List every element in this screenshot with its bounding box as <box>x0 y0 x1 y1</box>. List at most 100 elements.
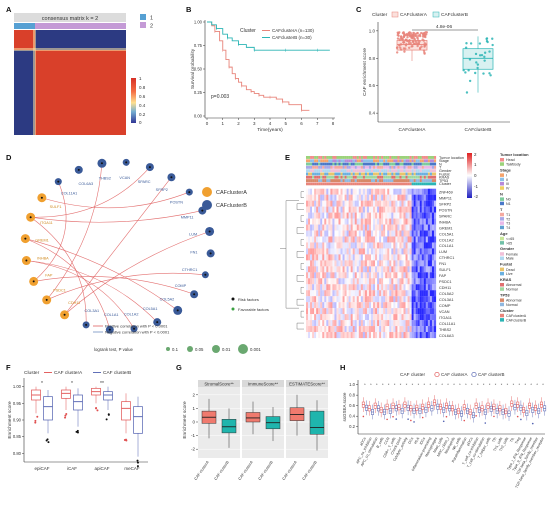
panel-e-annotation-cell <box>316 172 319 176</box>
panel-e-legend-label: CAFclusterA <box>506 314 527 318</box>
panel-e-heatmap-cell <box>429 248 433 255</box>
panel-e-annotation-cell <box>399 156 402 159</box>
panel-e-annotation-cell <box>332 169 335 173</box>
panel-e-annotation-cell <box>397 179 400 182</box>
panel-e-heatmap-cell <box>403 254 406 261</box>
panel-c-point <box>465 91 469 94</box>
panel-e-heatmap-cell <box>334 248 337 255</box>
panel-e-heatmap-cell <box>340 260 343 267</box>
panel-g-xtick-label: CAF clusterB <box>302 460 318 481</box>
panel-e-heatmap-cell <box>358 272 361 279</box>
panel-f-outlier <box>76 431 79 434</box>
panel-e-heatmap-cell <box>352 314 355 321</box>
panel-e-heatmap-cell <box>371 284 374 291</box>
panel-c-point <box>413 33 417 37</box>
panel-e-heatmap-cell <box>328 212 331 219</box>
panel-e-heatmap-cell <box>364 272 368 279</box>
panel-f-outlier <box>64 414 67 417</box>
panel-e-heatmap-cell <box>415 272 418 279</box>
panel-c-point <box>480 53 484 57</box>
panel-e-heatmap-cell <box>399 278 402 285</box>
panel-e-heatmap-cell <box>407 206 410 213</box>
panel-e-heatmap-cell <box>411 308 414 315</box>
panel-e-heatmap-cell <box>340 290 343 297</box>
panel-e-annotation-cell <box>385 175 388 179</box>
panel-c-ytick-label: 0.4 <box>369 111 376 116</box>
panel-e-heatmap-cell <box>413 218 416 225</box>
panel-e-heatmap-cell <box>397 332 400 339</box>
panel-e-heatmap-cell <box>356 314 359 321</box>
panel-e-heatmap-cell <box>399 242 402 249</box>
panel-e-heatmap-cell <box>393 212 396 219</box>
panel-e-heatmap-cell <box>352 308 355 315</box>
panel-e-annotation-cell <box>324 182 327 186</box>
panel-e-heatmap-cell <box>356 320 359 327</box>
panel-e-legend-swatch <box>500 283 504 287</box>
panel-e-heatmap-cell <box>375 266 378 273</box>
panel-e-heatmap-cell <box>393 278 396 285</box>
panel-e-heatmap-cell <box>411 320 414 327</box>
panel-e-annotation-cell <box>415 156 418 159</box>
panel-e-heatmap-cell <box>429 206 433 213</box>
panel-e-heatmap-cell <box>354 194 357 201</box>
panel-e-heatmap-cell <box>330 242 333 249</box>
panel-e-heatmap-cell <box>433 332 437 339</box>
panel-e-heatmap-cell <box>336 242 339 249</box>
panel-c-point <box>399 48 403 51</box>
panel-e-heatmap-cell <box>417 320 420 327</box>
panel-e-heatmap-cell <box>362 200 366 207</box>
panel-e-annotation-cell <box>379 159 382 163</box>
panel-e-heatmap-cell <box>360 218 363 225</box>
panel-e-heatmap-cell <box>332 188 335 195</box>
panel-e-heatmap-cell <box>397 284 400 291</box>
panel-e-heatmap-cell <box>387 302 390 309</box>
panel-e-heatmap-cell <box>308 290 311 297</box>
panel-e-heatmap-cell <box>358 308 361 315</box>
panel-e-heatmap-cell <box>385 188 388 195</box>
panel-e-heatmap-cell <box>334 278 337 285</box>
panel-d-legend-label-a: CAFclusterA <box>216 190 247 196</box>
panel-e-heatmap-cell <box>332 236 335 243</box>
panel-e-heatmap-cell <box>413 248 416 255</box>
panel-e-heatmap-cell <box>407 248 410 255</box>
panel-e-heatmap-cell <box>308 218 311 225</box>
panel-e-heatmap-cell <box>324 248 327 255</box>
panel-e-annotation-cell <box>373 182 376 186</box>
panel-e-annotation-cell <box>322 172 325 176</box>
panel-h-ytick-label: 0.2 <box>349 424 355 429</box>
panel-h-xtick-label: NK_cells <box>452 436 462 451</box>
panel-e-heatmap-cell <box>419 284 422 291</box>
panel-e-heatmap-cell <box>320 212 323 219</box>
panel-e-annotation-cell <box>360 179 363 182</box>
panel-e-heatmap-cell <box>338 308 341 315</box>
panel-letters: A B C D E F G H <box>6 5 362 372</box>
panel-d-node-core <box>209 252 212 255</box>
panel-e-heatmap-cell <box>328 320 331 327</box>
panel-d-gene-label: COL5A1 <box>143 307 158 311</box>
panel-e-heatmap-cell <box>364 248 368 255</box>
panel-h-xtick-label: Th2_cells <box>499 436 510 452</box>
panel-e-heatmap-cell <box>342 230 345 237</box>
panel-e-legend-label: II <box>506 178 508 182</box>
panel-e-annotation-cell <box>356 179 359 182</box>
panel-e-heatmap-cell <box>346 284 349 291</box>
panel-d-gene-label: COL1A1 <box>104 313 119 317</box>
panel-e-heatmap-cell <box>419 302 422 309</box>
panel-e-annotation-cell <box>409 162 412 166</box>
panel-e-heatmap-cell <box>431 242 435 249</box>
panel-e-heatmap-cell <box>415 212 418 219</box>
panel-e-heatmap-cell <box>328 218 331 225</box>
panel-e-legend-title: N <box>500 191 503 196</box>
panel-e-heatmap-cell <box>425 206 428 213</box>
panel-e-heatmap-cell <box>318 218 321 225</box>
panel-e-annotation-cell <box>346 172 349 176</box>
panel-e-heatmap-cell <box>383 254 386 261</box>
panel-e-heatmap-cell <box>326 290 329 297</box>
panel-g-box <box>309 410 325 435</box>
panel-e-annotation-cell <box>352 175 355 179</box>
panel-e-annotation-cell <box>356 162 359 166</box>
panel-e-annotation-cell <box>310 165 313 169</box>
panel-e-heatmap-cell <box>368 188 372 195</box>
panel-e-annotation-cell <box>342 159 345 163</box>
panel-e-heatmap-cell <box>433 218 437 225</box>
